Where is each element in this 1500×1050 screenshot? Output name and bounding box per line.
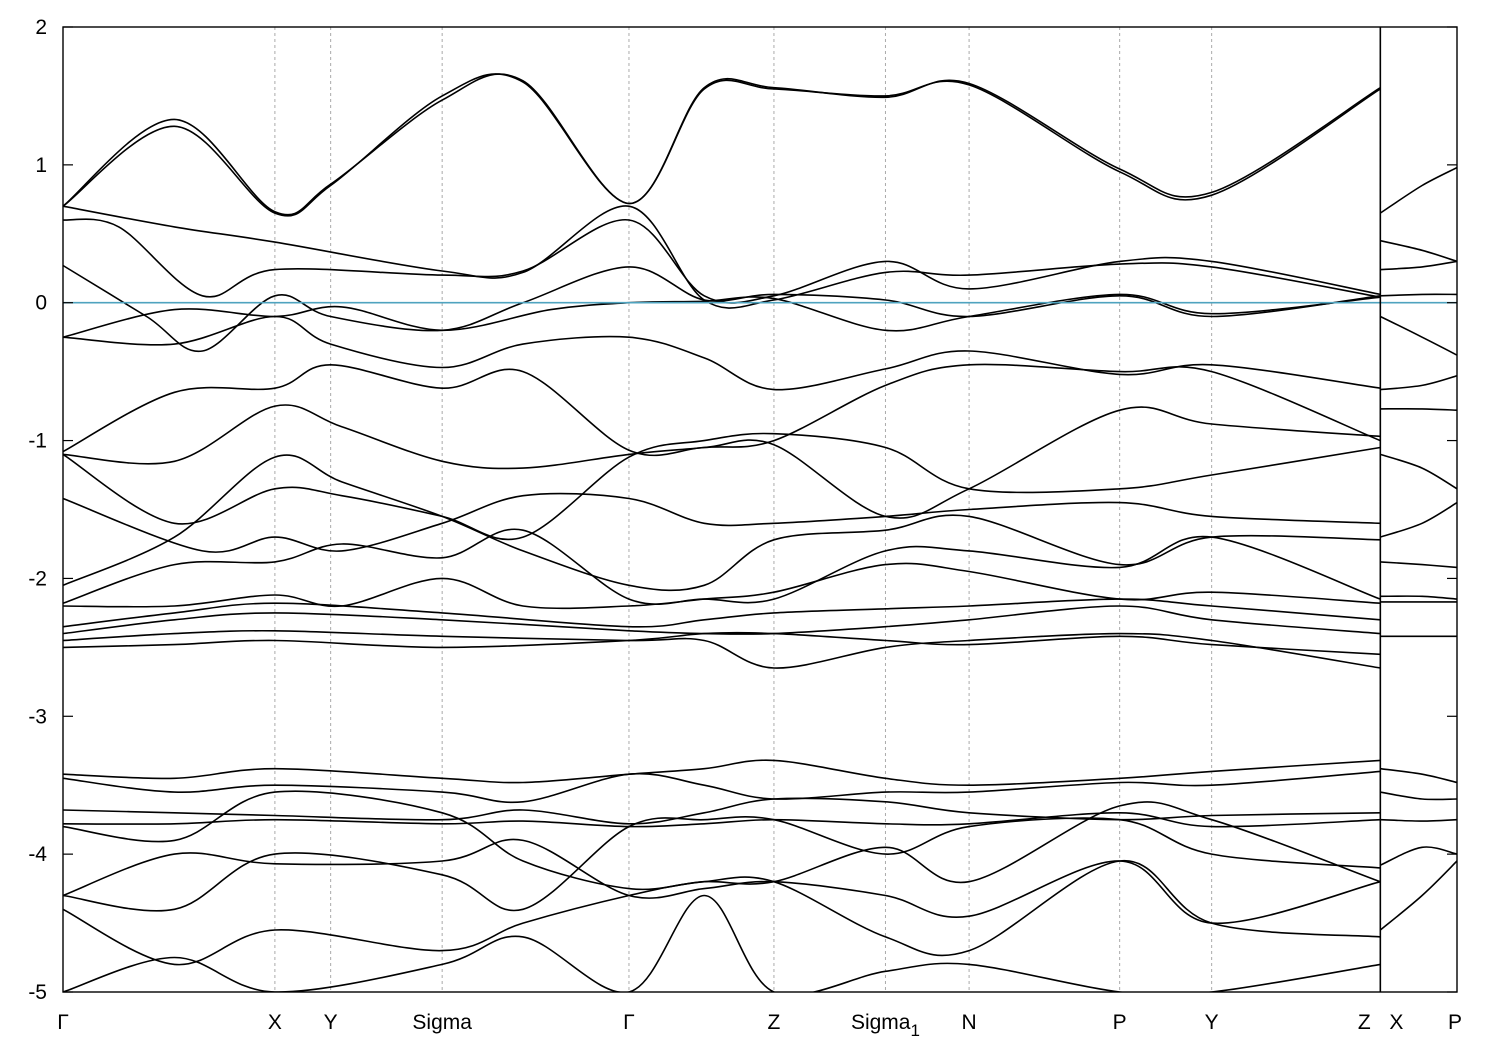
band-line xyxy=(1379,315,1457,356)
band-line xyxy=(63,598,1381,628)
x-tick-label: Z xyxy=(768,1011,781,1034)
band-line xyxy=(63,816,1381,912)
band-line xyxy=(63,631,1381,656)
x-tick-label: Γ xyxy=(623,1011,635,1034)
x-tick-label: P xyxy=(1113,1011,1127,1034)
band-line xyxy=(63,492,1381,553)
plot-frame xyxy=(62,26,1458,993)
band-line xyxy=(1380,818,1457,822)
band-line xyxy=(1380,595,1457,600)
band-lines xyxy=(63,73,1457,992)
band-line xyxy=(1379,166,1457,214)
x-tick-label: Sigma xyxy=(412,1011,472,1034)
y-tick-label: -1 xyxy=(28,430,47,453)
x-tick-label: Z xyxy=(1358,1011,1371,1034)
y-tick-label: -2 xyxy=(28,567,47,590)
band-line xyxy=(1380,407,1457,411)
x-tick-label: X xyxy=(268,1011,282,1034)
band-line xyxy=(63,770,1381,804)
band-line xyxy=(1379,860,1457,931)
band-line xyxy=(63,363,1381,470)
band-line xyxy=(63,629,1381,669)
band-line xyxy=(63,363,1381,519)
band-line xyxy=(63,605,1381,635)
band-line xyxy=(63,432,1381,541)
band-line xyxy=(63,315,1381,391)
band-line xyxy=(1379,846,1457,866)
y-tick-label: 0 xyxy=(35,292,47,315)
band-line xyxy=(1380,375,1457,391)
x-tick-label: Y xyxy=(324,1011,338,1034)
band-line xyxy=(63,562,1381,610)
band-line xyxy=(1380,767,1457,784)
y-tick-label: -3 xyxy=(28,705,47,728)
band-line xyxy=(1380,239,1457,263)
band-line xyxy=(63,759,1381,787)
band-line xyxy=(1380,561,1457,569)
band-line xyxy=(63,205,1381,309)
y-tick-label: -5 xyxy=(28,981,47,1004)
x-tick-label: Γ xyxy=(57,1011,69,1034)
band-line xyxy=(63,218,1381,304)
x-tick-label: Y xyxy=(1205,1011,1219,1034)
x-tick-label: P xyxy=(1448,1011,1462,1034)
band-line xyxy=(63,838,1381,925)
band-line xyxy=(63,860,1381,966)
band-line xyxy=(63,264,1381,352)
k-point-gridlines xyxy=(274,27,1381,992)
band-line xyxy=(63,73,1381,217)
y-tick-label: 1 xyxy=(35,154,47,177)
x-tick-label: X xyxy=(1389,1011,1403,1034)
y-axis-ticks: -5 -4 -3 -2 -1 0 1 2 xyxy=(28,16,1457,1004)
band-line xyxy=(63,811,1381,828)
band-line xyxy=(63,73,1381,216)
y-tick-label: 2 xyxy=(35,16,47,39)
band-line xyxy=(63,454,1381,592)
y-tick-label: -4 xyxy=(28,843,47,866)
band-line xyxy=(1380,453,1457,490)
x-axis-ticks: Γ X Y Sigma Γ Z Sigma1 N P Y Z X P xyxy=(57,1011,1462,1040)
x-tick-label: Sigma1 xyxy=(851,1011,920,1040)
band-line xyxy=(63,790,1381,891)
band-line xyxy=(1380,260,1457,271)
band-line xyxy=(1380,791,1457,801)
band-line xyxy=(1380,293,1457,297)
band-line xyxy=(1380,501,1457,538)
x-tick-label: N xyxy=(962,1011,977,1034)
